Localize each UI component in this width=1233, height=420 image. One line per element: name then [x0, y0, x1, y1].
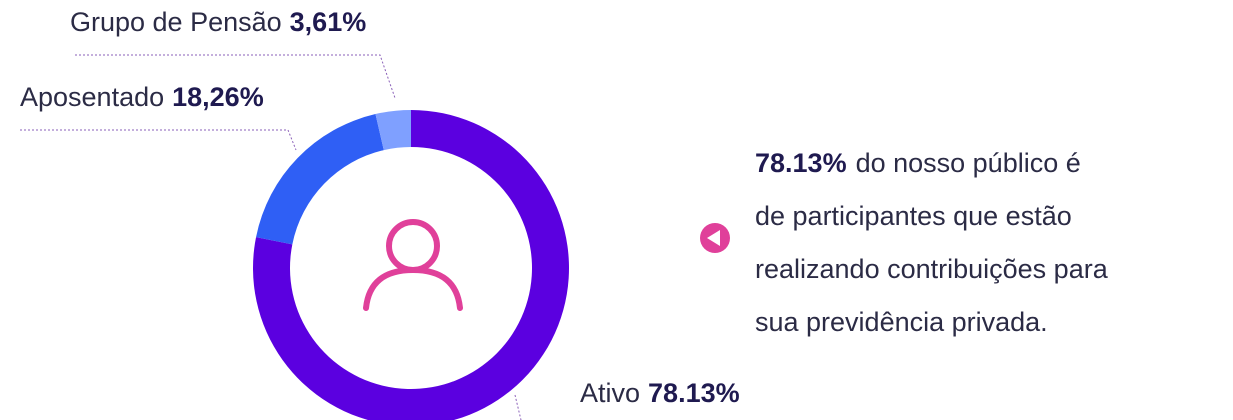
leader-line	[75, 54, 396, 99]
leader-line	[514, 394, 522, 420]
donut-segment	[375, 110, 411, 151]
description-line: realizando contribuições para	[755, 254, 1109, 284]
description-line: de participantes que estão	[755, 201, 1072, 231]
description: 78.13% do nosso público é de participantes…	[755, 148, 1109, 337]
segment-label: Grupo de Pensão 3,61%	[70, 7, 366, 37]
description-highlight: 78.13%	[755, 148, 847, 178]
description-line: sua previdência privada.	[755, 307, 1048, 337]
segment-label: Ativo 78.13%	[580, 378, 740, 408]
segment-label: Aposentado 18,26%	[20, 82, 264, 112]
segment-value: 3,61%	[290, 7, 367, 37]
person-icon	[363, 219, 463, 311]
leader-line	[20, 129, 297, 151]
segment-value: 18,26%	[172, 82, 264, 112]
donut-segment	[256, 114, 384, 245]
segment-name: Ativo	[580, 378, 640, 408]
arrow-icon	[700, 223, 730, 253]
segment-name: Grupo de Pensão	[70, 7, 282, 37]
segment-name: Aposentado	[20, 82, 164, 112]
segment-value: 78.13%	[648, 378, 740, 408]
description-line: do nosso público é	[856, 148, 1081, 178]
